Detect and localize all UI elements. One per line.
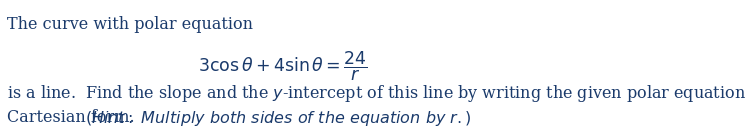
Text: Cartesian form.: Cartesian form.: [7, 109, 145, 126]
Text: $3\cos\theta + 4\sin\theta = \dfrac{24}{r}$: $3\cos\theta + 4\sin\theta = \dfrac{24}{…: [198, 49, 368, 83]
Text: The curve with polar equation: The curve with polar equation: [7, 16, 253, 34]
Text: $(Hint:\ Multiply\ both\ sides\ of\ the\ equation\ by\ r.)$: $(Hint:\ Multiply\ both\ sides\ of\ the\…: [85, 109, 471, 128]
Text: is a line.  Find the slope and the $y$-intercept of this line by writing the giv: is a line. Find the slope and the $y$-in…: [7, 83, 750, 104]
